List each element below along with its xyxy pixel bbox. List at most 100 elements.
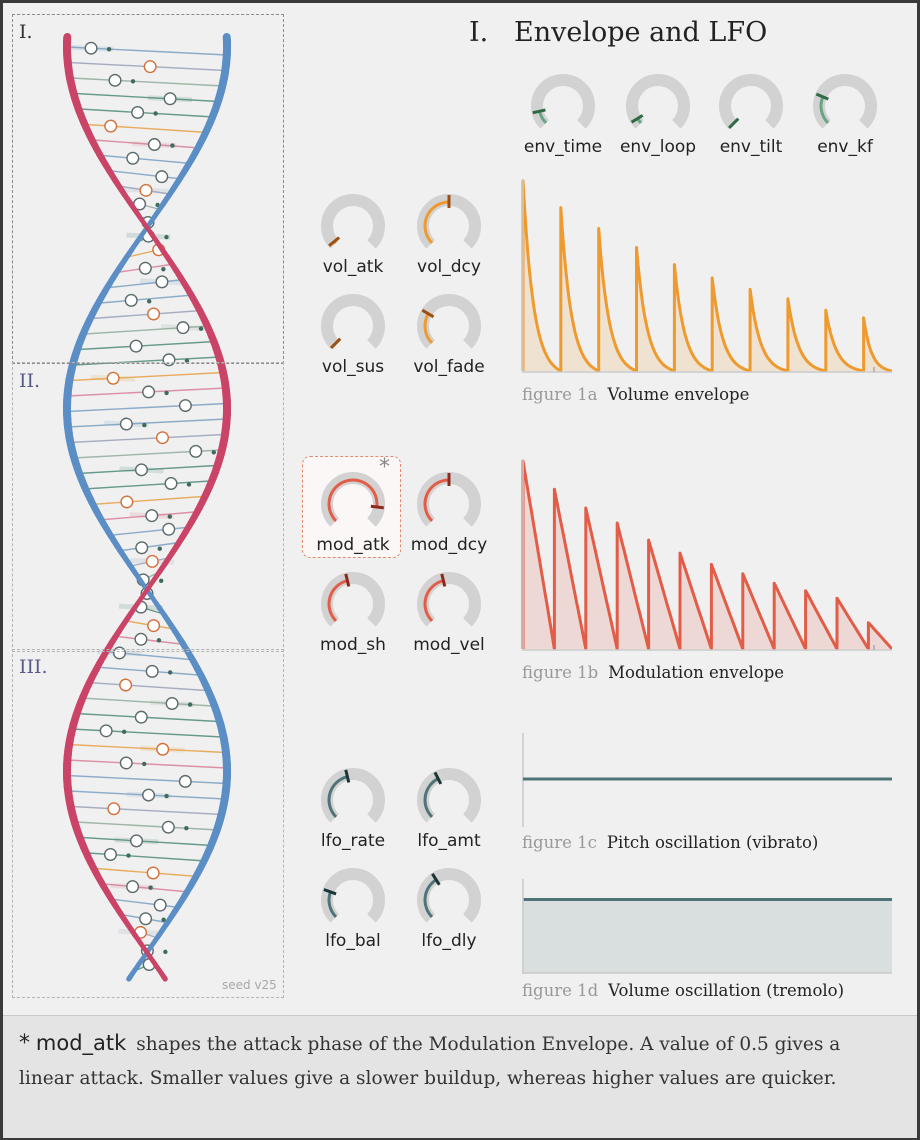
rung (78, 340, 216, 351)
knob-track (321, 472, 385, 527)
figure-1c-caption: figure 1c Pitch oscillation (vibrato) (522, 833, 818, 852)
knob-dial[interactable] (318, 569, 388, 639)
rung-dot (167, 514, 172, 519)
knob-dial[interactable] (318, 865, 388, 935)
rung-handle (134, 463, 148, 477)
knob-dial[interactable] (528, 71, 598, 141)
strand-segment (160, 973, 168, 982)
rung-handle (104, 119, 118, 133)
figure-number: figure 1a (522, 385, 598, 404)
rung-handle (153, 898, 167, 912)
rung-handle (155, 170, 169, 184)
knob-marker (815, 92, 829, 101)
rung (74, 92, 220, 103)
knob-dial[interactable] (414, 191, 484, 261)
knob-env-loop[interactable]: env_loop (610, 71, 706, 171)
knob-marker (431, 873, 441, 886)
knob-track (719, 74, 783, 129)
rung-handle (162, 522, 176, 536)
rung-dot (153, 111, 158, 116)
rung-handle (161, 820, 175, 834)
figure-1d-caption: figure 1d Volume oscillation (tremolo) (522, 981, 844, 1000)
knob-track (321, 194, 385, 249)
rung-handle (143, 60, 157, 74)
knob-env-time[interactable]: env_time (515, 71, 611, 171)
section-label-3[interactable]: III. (19, 656, 48, 678)
rung-dot (184, 826, 189, 831)
rung-handle (163, 92, 177, 106)
modulation-envelope-chart (521, 459, 892, 651)
rung (71, 728, 223, 738)
knob-label: mod_sh (320, 635, 386, 655)
knob-track (417, 294, 481, 349)
rung-handle (178, 774, 192, 788)
knob-vol-sus[interactable]: vol_sus (305, 291, 401, 391)
strand-segment (126, 973, 134, 982)
knob-track (626, 74, 690, 129)
section-box-1 (12, 14, 284, 364)
knob-label: lfo_bal (325, 931, 381, 951)
knob-dial[interactable] (414, 291, 484, 361)
rung-handle (147, 307, 161, 321)
rung-handle (176, 321, 190, 335)
knob-lfo-rate[interactable]: lfo_rate (305, 765, 401, 865)
rung-handle (145, 554, 159, 568)
pitch-oscillation-chart (522, 733, 892, 827)
knob-value-arc (423, 878, 438, 919)
knob-dial[interactable] (318, 191, 388, 261)
knob-mod-vel[interactable]: mod_vel (401, 569, 497, 669)
knob-dial[interactable] (414, 865, 484, 935)
knob-dial[interactable] (414, 765, 484, 835)
rung-handle (126, 151, 140, 165)
knob-dial[interactable] (318, 469, 388, 539)
knob-mod-sh[interactable]: mod_sh (305, 569, 401, 669)
knob-marker (440, 573, 447, 587)
rung (67, 774, 227, 785)
knob-track (321, 294, 385, 349)
knob-dial[interactable] (414, 469, 484, 539)
section-box-2 (12, 362, 284, 652)
knob-lfo-amt[interactable]: lfo_amt (401, 765, 497, 865)
rung-dot (164, 390, 169, 396)
knob-lfo-bal[interactable]: lfo_bal (305, 865, 401, 965)
knob-lfo-dly[interactable]: lfo_dly (401, 865, 497, 965)
rung (71, 805, 223, 816)
knob-dial[interactable] (716, 71, 786, 141)
rung-handle (138, 261, 152, 275)
knob-env-tilt[interactable]: env_tilt (703, 71, 799, 171)
knob-label: vol_fade (413, 357, 485, 377)
rung-handle (108, 73, 122, 87)
knob-dial[interactable] (810, 71, 880, 141)
rung (102, 154, 192, 165)
knob-vol-atk[interactable]: vol_atk (305, 191, 401, 291)
rung-handle (107, 802, 121, 816)
rung (67, 759, 227, 769)
knob-marker (344, 573, 351, 587)
knob-track (417, 572, 481, 627)
knob-dial[interactable] (318, 291, 388, 361)
rung (75, 821, 219, 831)
seed-label: seed v25 (222, 978, 277, 992)
knob-vol-dcy[interactable]: vol_dcy (401, 191, 497, 291)
knob-mod-dcy[interactable]: mod_dcy (401, 469, 497, 569)
rung-dot (130, 79, 136, 84)
knob-mod-atk[interactable]: mod_atk (305, 469, 401, 569)
rung-dot (106, 47, 112, 52)
knob-dial[interactable] (414, 569, 484, 639)
section-label-2[interactable]: II. (19, 370, 41, 392)
rung (79, 108, 215, 118)
rung (113, 898, 181, 909)
knob-marker (344, 769, 351, 783)
rung-handle (178, 399, 192, 413)
rung (90, 495, 204, 506)
rung-handle (130, 834, 144, 848)
knob-env-kf[interactable]: env_kf (797, 71, 893, 171)
knob-vol-fade[interactable]: vol_fade (401, 291, 497, 391)
rung-handle (155, 275, 169, 289)
rung (123, 619, 171, 630)
section-label-1[interactable]: I. (19, 21, 33, 43)
rung-dot (170, 143, 175, 148)
knob-dial[interactable] (623, 71, 693, 141)
knob-dial[interactable] (318, 765, 388, 835)
knob-value-arc (327, 478, 379, 523)
